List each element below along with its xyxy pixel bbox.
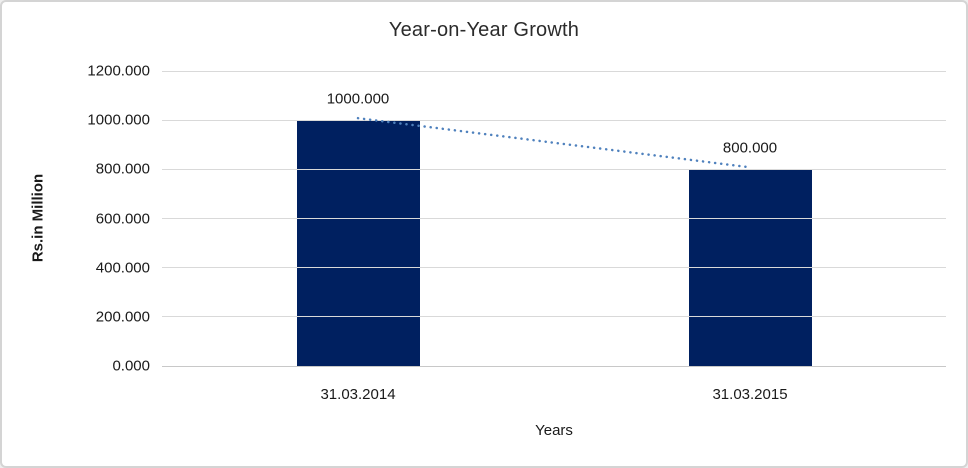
y-tick-label: 1000.000	[87, 111, 150, 129]
gridline	[162, 365, 946, 367]
y-tick-label: 600.000	[95, 210, 150, 227]
gridline	[162, 218, 946, 219]
data-label: 1000.000	[326, 90, 390, 108]
x-tick-label: 31.03.2014	[320, 386, 396, 403]
y-tick-label: 200.000	[95, 308, 150, 326]
chart-title: Year-on-Year Growth	[388, 19, 580, 41]
gridline	[162, 168, 946, 170]
y-tick-label: 0.000	[112, 357, 150, 375]
gridline	[162, 119, 946, 121]
x-axis-title: Years	[535, 422, 573, 439]
gridline	[162, 70, 946, 72]
x-tick-label: 31.03.2015	[712, 386, 788, 403]
y-tick-label: 800.000	[95, 160, 150, 178]
bar	[296, 120, 420, 366]
gridline	[162, 316, 946, 318]
data-label: 800.000	[722, 139, 778, 157]
gridline	[162, 267, 946, 269]
y-tick-label: 400.000	[95, 259, 150, 277]
y-tick-label: 1200.000	[87, 62, 150, 80]
